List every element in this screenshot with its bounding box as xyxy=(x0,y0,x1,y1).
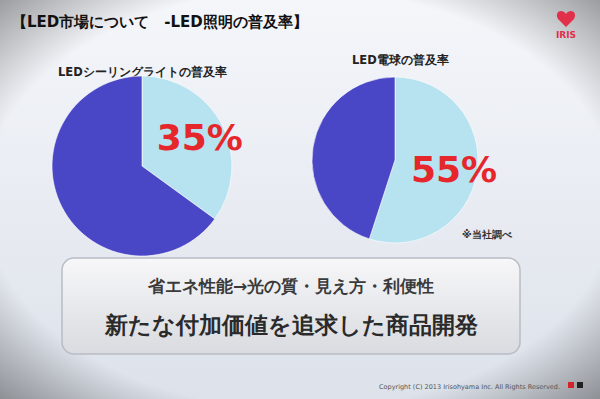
data-label: 55% xyxy=(411,149,497,190)
footer-square-black xyxy=(577,382,583,388)
pie xyxy=(52,76,232,256)
footer-square-red xyxy=(568,382,574,388)
logo: IRIS xyxy=(556,11,576,40)
pie-slice xyxy=(312,77,395,239)
slide-canvas: 【LED市場について -LED照明の普及率】IRISLEDシーリングライトの普及… xyxy=(0,0,600,399)
pie-slice xyxy=(52,76,215,256)
page: {"title": "【LED市場について -LED照明の普及率】", "log… xyxy=(0,0,600,399)
slide-background xyxy=(0,0,600,399)
vignette xyxy=(0,0,600,399)
logo-heart xyxy=(557,11,575,27)
copyright: Copyright (C) 2013 Irisohyama Inc. All R… xyxy=(379,383,560,391)
content-layer: 【LED市場について -LED照明の普及率】IRISLEDシーリングライトの普及… xyxy=(12,11,576,391)
message-line2: 新たな付加価値を追求した商品開発 xyxy=(104,312,478,338)
message-box xyxy=(62,258,520,354)
pie-title: LED電球の普及率 xyxy=(352,53,449,67)
data-label: 35% xyxy=(157,117,243,158)
logo-text: IRIS xyxy=(556,30,576,40)
source-note: ※当社調べ xyxy=(462,229,513,240)
slide-title: 【LED市場について -LED照明の普及率】 xyxy=(12,13,308,31)
message-line1: 省エネ性能→光の質・見え方・利便性 xyxy=(147,276,434,296)
